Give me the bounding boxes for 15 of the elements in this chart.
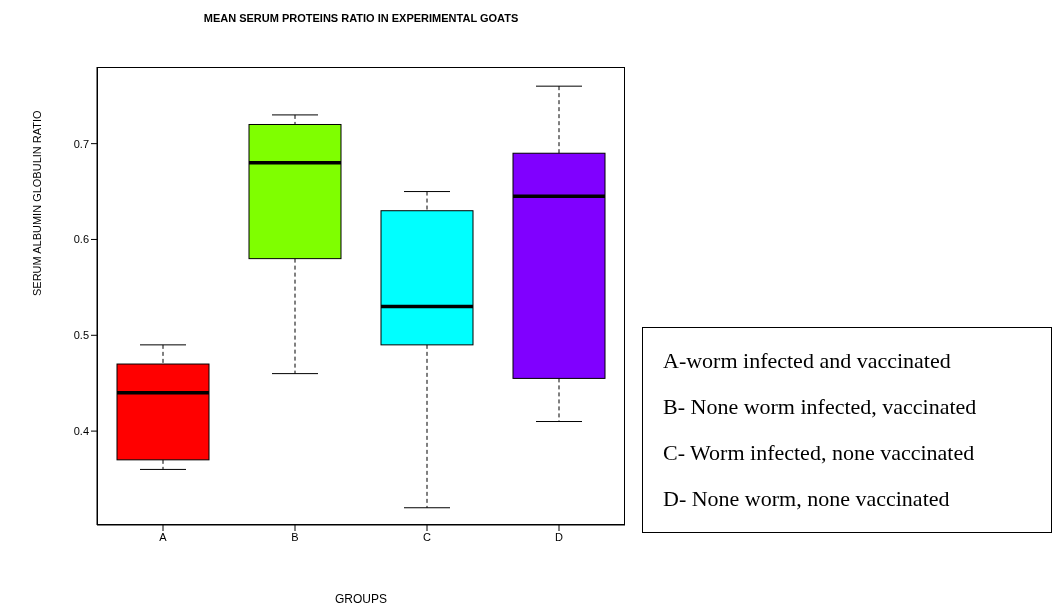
y-tick-label: 0.6	[73, 233, 89, 246]
x-tick-label: A	[159, 530, 168, 543]
text: B- None worm infected, vaccinated	[663, 393, 978, 421]
x-tick-label: B	[291, 530, 299, 543]
text: C- Worm infected, none vaccinated	[663, 439, 976, 467]
x-axis-title: GROUPS	[334, 592, 388, 606]
chart-title: MEAN SERUM PROTEINS RATIO IN EXPERIMENTAL GOATS	[202, 12, 520, 24]
y-tick-label: 0.4	[73, 425, 89, 438]
y-axis-title: SERUM ALBUMIN GLOBULIN RATIO	[30, 109, 43, 296]
y-tick-label: 0.7	[73, 137, 89, 150]
y-tick-label: 0.5	[73, 329, 89, 342]
x-tick-label: C	[423, 530, 432, 543]
text: D- None worm, none vaccinated	[663, 485, 951, 513]
x-tick-label: D	[555, 530, 564, 543]
text: A-worm infected and vaccinated	[663, 347, 952, 375]
